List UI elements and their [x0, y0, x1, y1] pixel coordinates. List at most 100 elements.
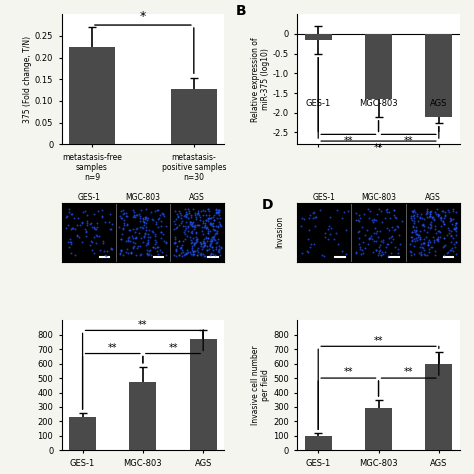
Point: [383, 205, 391, 213]
Point: [380, 250, 387, 258]
Point: [186, 220, 194, 228]
Point: [184, 222, 191, 230]
Point: [327, 213, 334, 221]
Point: [434, 212, 441, 220]
Point: [137, 212, 144, 219]
Point: [206, 241, 214, 248]
Point: [425, 237, 432, 244]
Point: [188, 240, 195, 247]
Point: [307, 243, 314, 251]
Point: [92, 231, 100, 239]
Point: [101, 251, 109, 259]
Text: MGC-803: MGC-803: [126, 192, 160, 201]
Point: [200, 206, 207, 213]
Point: [212, 206, 219, 213]
Point: [204, 227, 212, 235]
Point: [389, 235, 396, 243]
Point: [352, 216, 359, 224]
Point: [198, 242, 205, 250]
Point: [153, 220, 160, 228]
Point: [189, 234, 197, 242]
Point: [177, 244, 184, 252]
Point: [213, 214, 221, 222]
Point: [180, 248, 187, 256]
Point: [199, 223, 206, 231]
Point: [182, 236, 189, 243]
Point: [62, 224, 70, 232]
Point: [410, 227, 418, 234]
Point: [175, 237, 183, 245]
Point: [152, 219, 160, 226]
Point: [371, 215, 378, 223]
Point: [409, 207, 416, 215]
Point: [391, 207, 398, 214]
Point: [392, 214, 400, 222]
Point: [452, 238, 460, 246]
Point: [202, 224, 210, 232]
Point: [177, 244, 185, 252]
Point: [452, 231, 460, 239]
Text: **: **: [404, 367, 413, 377]
Point: [426, 224, 433, 231]
Point: [423, 228, 431, 236]
Point: [210, 211, 217, 219]
Point: [448, 220, 456, 228]
Point: [144, 236, 152, 244]
Point: [366, 234, 374, 241]
Point: [434, 237, 441, 245]
Text: GES-1: GES-1: [306, 99, 331, 108]
Point: [196, 216, 203, 224]
Point: [340, 209, 348, 216]
Point: [86, 220, 94, 228]
Point: [128, 233, 136, 240]
Bar: [365, 34, 392, 99]
Point: [212, 222, 219, 230]
Text: B: B: [236, 4, 246, 18]
Point: [193, 251, 201, 259]
Point: [338, 214, 346, 222]
Point: [444, 225, 452, 232]
Point: [407, 248, 415, 255]
Point: [146, 246, 154, 254]
Point: [191, 211, 199, 219]
Point: [375, 247, 383, 255]
Point: [407, 214, 414, 222]
Point: [132, 234, 140, 242]
Point: [196, 213, 204, 221]
Point: [357, 250, 365, 257]
Point: [424, 240, 432, 247]
Point: [88, 223, 96, 230]
Point: [130, 211, 137, 219]
Point: [431, 251, 438, 259]
Point: [344, 208, 351, 215]
Point: [207, 219, 215, 227]
Point: [424, 252, 431, 259]
Point: [214, 222, 221, 230]
Point: [171, 220, 179, 228]
Point: [419, 221, 426, 228]
Point: [317, 207, 324, 214]
Point: [382, 214, 389, 222]
Point: [199, 239, 207, 246]
Point: [211, 251, 219, 259]
Point: [134, 225, 141, 232]
Point: [157, 228, 164, 236]
Point: [201, 240, 209, 247]
Point: [101, 219, 109, 226]
Point: [420, 215, 428, 223]
Point: [195, 222, 203, 229]
Point: [426, 208, 433, 216]
Point: [199, 245, 206, 252]
Point: [447, 232, 455, 239]
Point: [108, 245, 115, 252]
Point: [158, 209, 166, 217]
Point: [298, 215, 305, 222]
Point: [205, 207, 213, 214]
Point: [206, 220, 214, 228]
Point: [200, 217, 207, 225]
Point: [298, 250, 305, 257]
Text: **: **: [168, 343, 178, 353]
Point: [177, 244, 184, 251]
Point: [71, 251, 79, 259]
Point: [199, 243, 207, 251]
